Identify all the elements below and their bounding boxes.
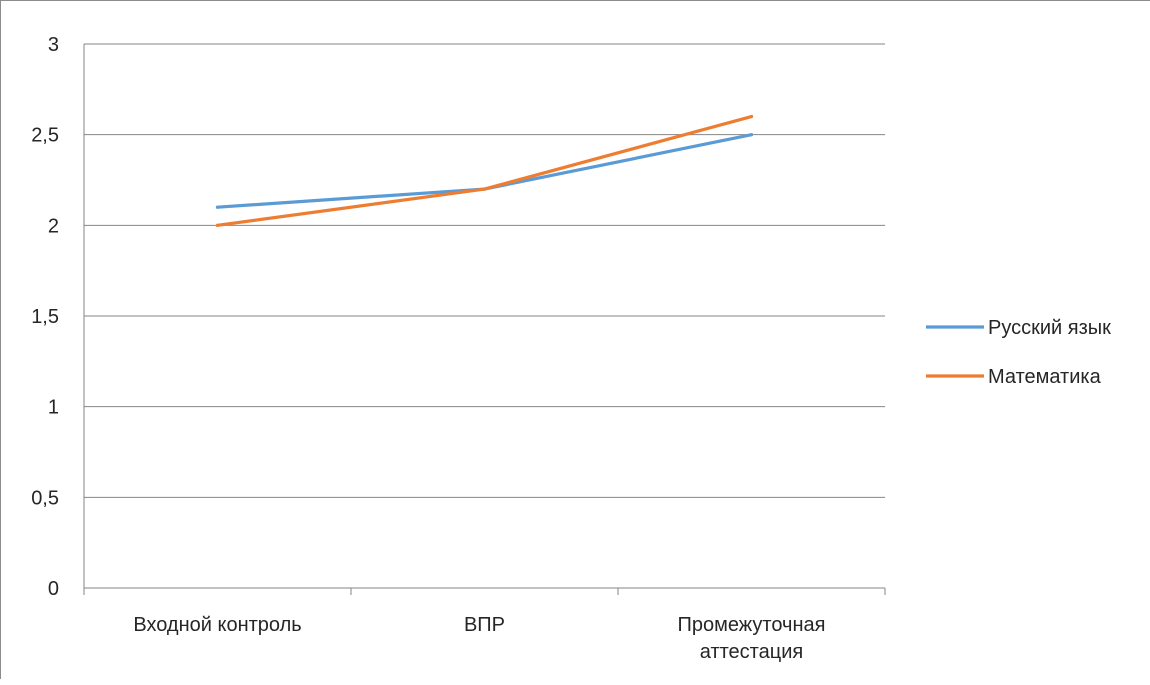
legend: Русский язык Математика: [926, 317, 1111, 388]
series-line-1: [215, 133, 754, 209]
legend-label: Математика: [988, 366, 1102, 388]
x-tick-label: ВПР: [464, 614, 505, 636]
data-point: [749, 114, 754, 119]
series-lines: [215, 114, 754, 227]
data-point: [482, 187, 487, 191]
series-line-2: [215, 114, 754, 227]
y-tick-labels: 0 0,5 1 1,5 2 2,5 3: [31, 34, 59, 600]
y-tick-label: 0: [48, 578, 59, 600]
y-tick-label: 2: [48, 215, 59, 237]
x-tick-label: Промежуточная: [678, 614, 826, 636]
data-point: [749, 133, 754, 137]
x-tick-labels: Входной контроль ВПР Промежуточная аттестац…: [133, 614, 825, 663]
y-tick-label: 1,5: [31, 306, 59, 328]
y-tick-label: 2,5: [31, 125, 59, 147]
legend-label: Русский язык: [988, 317, 1111, 339]
x-tick-label: Входной контроль: [133, 614, 301, 636]
y-tick-label: 3: [48, 34, 59, 56]
gridlines: [84, 43, 885, 498]
data-point: [215, 223, 220, 227]
y-tick-label: 0,5: [31, 487, 59, 509]
axes: [83, 44, 886, 595]
y-tick-label: 1: [48, 397, 59, 419]
data-point: [215, 205, 220, 209]
x-tick-label: аттестация: [700, 641, 803, 663]
